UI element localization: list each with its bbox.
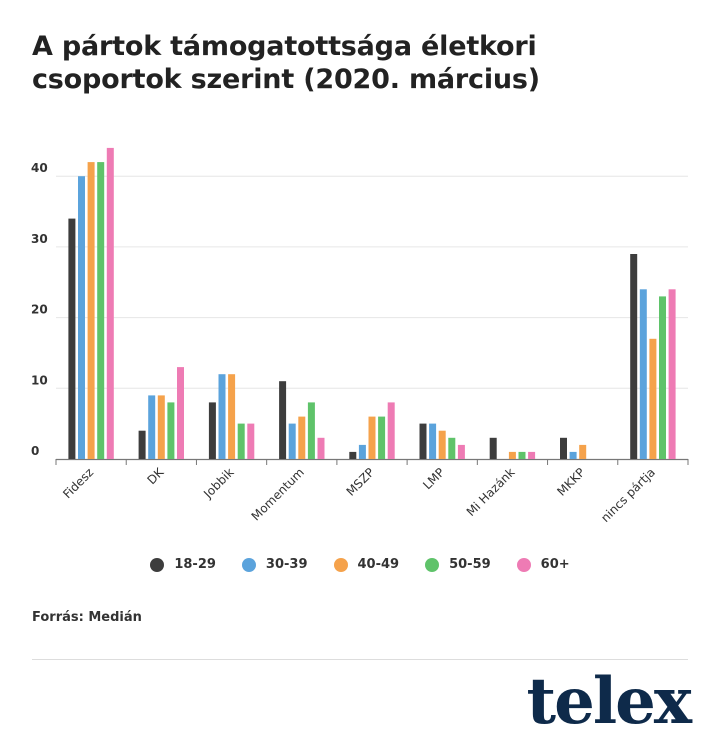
bar	[429, 423, 437, 459]
bar	[528, 451, 536, 459]
bar	[97, 162, 105, 459]
bar	[387, 402, 395, 459]
bar	[419, 423, 427, 459]
bar	[518, 451, 526, 459]
legend-label: 60+	[540, 557, 570, 572]
legend-item: 50-59	[425, 557, 491, 572]
bar	[87, 162, 95, 459]
x-tick-label: Jobbik	[200, 465, 236, 501]
bar	[288, 423, 296, 459]
y-tick-label: 30	[31, 232, 48, 246]
x-tick-label: Fidesz	[60, 465, 96, 501]
legend-item: 18-29	[150, 557, 216, 572]
legend-label: 18-29	[174, 557, 216, 572]
bar	[358, 444, 366, 459]
y-tick-label: 20	[31, 303, 48, 317]
bar	[630, 254, 638, 459]
telex-logo: telex	[526, 664, 692, 739]
bar	[508, 451, 516, 459]
bar	[668, 289, 676, 459]
bar	[148, 395, 156, 459]
x-tick-label: nincs pártja	[598, 465, 658, 525]
legend-swatch	[516, 557, 531, 572]
y-tick-label: 40	[31, 161, 48, 175]
bar	[237, 423, 245, 459]
bar	[457, 444, 465, 459]
bar	[106, 147, 114, 459]
bar	[78, 176, 85, 459]
legend-swatch	[425, 557, 440, 572]
legend-label: 30-39	[265, 557, 308, 572]
bar	[368, 416, 376, 459]
bar	[489, 437, 497, 459]
x-tick-label: LMP	[420, 465, 447, 492]
legend-item: 30-39	[241, 557, 308, 572]
bar	[167, 402, 175, 459]
bar	[208, 402, 216, 459]
bar	[218, 374, 226, 459]
bar	[639, 289, 647, 459]
x-tick-label: MSZP	[344, 465, 378, 499]
bar	[448, 437, 456, 459]
x-tick-label: Mi Hazánk	[464, 465, 518, 519]
source-note: Forrás: Medián	[32, 610, 142, 625]
legend-label: 40-49	[357, 557, 400, 572]
bar	[68, 218, 76, 459]
bar	[659, 296, 666, 459]
bar	[279, 381, 287, 459]
bar	[138, 430, 146, 459]
bar	[228, 374, 236, 459]
bar	[569, 451, 577, 459]
bar	[378, 416, 386, 459]
x-tick-label: Momentum	[249, 465, 307, 523]
legend: 18-29 30-39 40-49 50-59 60+	[0, 557, 720, 572]
divider	[32, 659, 688, 660]
x-tick-label: DK	[144, 464, 167, 487]
legend-swatch	[333, 557, 348, 572]
legend-swatch	[241, 557, 256, 572]
y-tick-label: 10	[31, 373, 48, 387]
bar	[157, 395, 165, 459]
legend-item: 40-49	[333, 557, 400, 572]
chart-title: A pártok támogatottsága életkori csoport…	[32, 31, 540, 95]
legend-swatch	[150, 557, 165, 572]
bar-chart: 0 10 20 30 40 Fidesz DK Jobbik Momentum MSZP LMP Mi…	[31, 147, 689, 525]
legend-item: 60+	[516, 557, 570, 572]
y-tick-label: 0	[31, 444, 39, 458]
bar	[560, 437, 567, 459]
bar	[649, 338, 657, 459]
x-tick-label: MKKP	[554, 465, 587, 498]
bar	[438, 430, 446, 459]
bar	[307, 402, 315, 459]
bar	[317, 437, 325, 459]
bar	[298, 416, 306, 459]
legend-label: 50-59	[449, 557, 491, 572]
bar	[177, 367, 184, 459]
bar	[579, 444, 587, 459]
bar	[349, 451, 357, 459]
bar	[247, 423, 255, 459]
